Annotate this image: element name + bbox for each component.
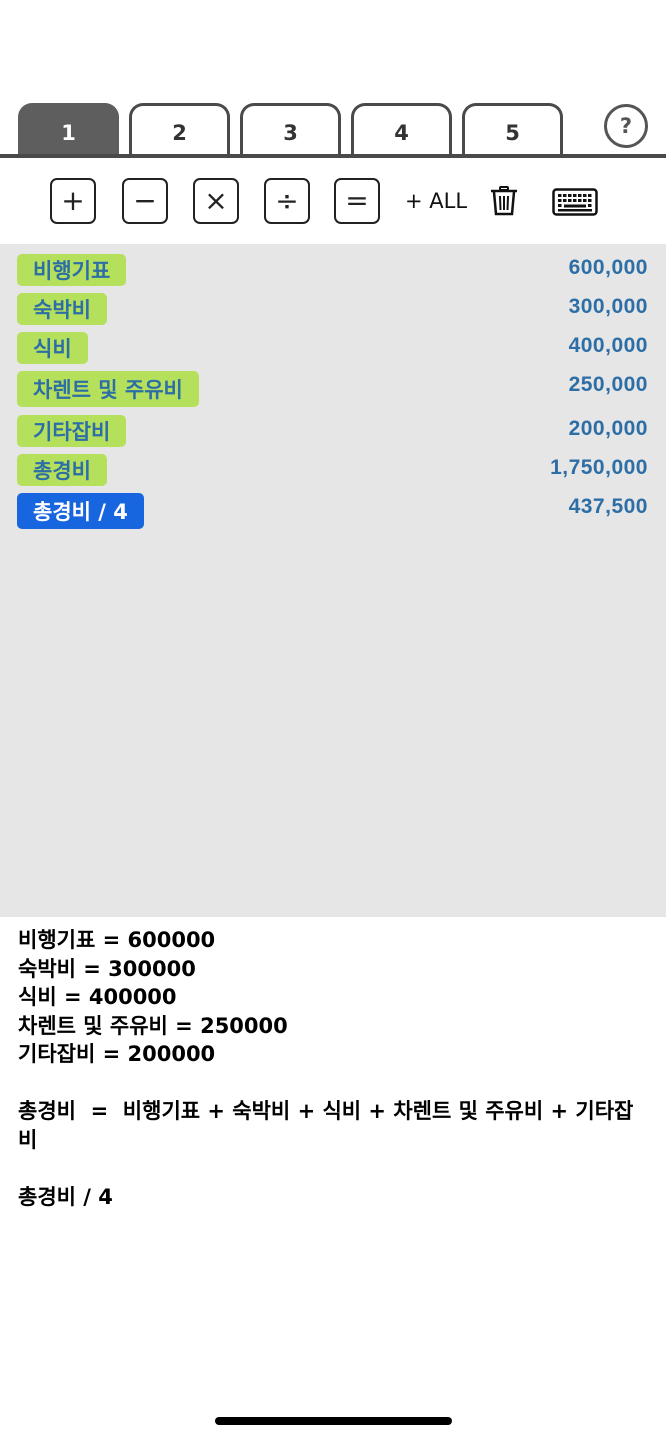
variable-list: 비행기표 600,000 숙박비 300,000 식비 400,000 차렌트 …: [0, 244, 666, 917]
variable-value: 437,500: [568, 495, 648, 518]
variable-tag[interactable]: 기타잡비: [17, 415, 127, 447]
formula-line: 총경비 / 4: [18, 1184, 113, 1209]
divide-button[interactable]: ÷: [264, 178, 310, 224]
tab-2[interactable]: 2: [129, 103, 230, 157]
equals-button[interactable]: =: [334, 178, 380, 224]
add-all-button[interactable]: + ALL: [405, 189, 468, 213]
list-item[interactable]: 차렌트 및 주유비 250,000: [0, 371, 666, 407]
variable-tag[interactable]: 차렌트 및 주유비: [17, 371, 199, 407]
minus-button[interactable]: −: [122, 178, 168, 224]
variable-value: 400,000: [568, 334, 648, 357]
variable-tag[interactable]: 식비: [17, 332, 88, 364]
formula-line: ​: [18, 1154, 638, 1183]
list-item[interactable]: 식비 400,000: [0, 332, 666, 368]
list-item-selected[interactable]: 총경비 / 4 437,500: [0, 493, 666, 529]
plus-button[interactable]: +: [50, 178, 96, 224]
variable-tag-selected[interactable]: 총경비 / 4: [17, 493, 144, 529]
list-item[interactable]: 숙박비 300,000: [0, 293, 666, 329]
formula-line: 총경비 = 비행기표 + 숙박비 + 식비 + 차렌트 및 주유비 + 기타잡비: [18, 1099, 634, 1152]
formula-line: 식비 = 400000: [18, 985, 177, 1009]
formula-line: 비행기표 = 600000: [18, 928, 216, 952]
variable-tag[interactable]: 비행기표: [17, 254, 127, 286]
multiply-button[interactable]: ×: [193, 178, 239, 224]
variable-value: 600,000: [568, 256, 648, 279]
variable-value: 250,000: [568, 373, 648, 396]
tab-3[interactable]: 3: [240, 103, 341, 157]
trash-icon[interactable]: [490, 186, 518, 216]
tab-4[interactable]: 4: [351, 103, 452, 157]
variable-value: 1,750,000: [550, 456, 648, 479]
tab-bar: 1 2 3 4 5 ?: [0, 0, 666, 160]
formula-line: 숙박비 = 300000: [18, 956, 196, 981]
formula-line: 기타잡비 = 200000: [18, 1042, 216, 1066]
tab-1[interactable]: 1: [18, 103, 119, 157]
variable-value: 200,000: [568, 417, 648, 440]
operator-toolbar: + − × ÷ = + ALL: [0, 158, 666, 244]
variable-tag[interactable]: 숙박비: [17, 293, 107, 325]
list-item[interactable]: 총경비 1,750,000: [0, 454, 666, 490]
help-button[interactable]: ?: [604, 104, 648, 148]
variable-tag[interactable]: 총경비: [17, 454, 107, 486]
tab-5[interactable]: 5: [462, 103, 563, 157]
tab-divider: [0, 154, 666, 158]
list-item[interactable]: 기타잡비 200,000: [0, 415, 666, 451]
variable-value: 300,000: [568, 295, 648, 318]
home-indicator[interactable]: [215, 1417, 452, 1425]
list-item[interactable]: 비행기표 600,000: [0, 254, 666, 290]
keyboard-icon[interactable]: [552, 188, 598, 216]
formula-line: 차렌트 및 주유비 = 250000: [18, 1013, 288, 1038]
formula-editor[interactable]: 비행기표 = 600000 숙박비 = 300000 식비 = 400000 차…: [18, 926, 638, 1211]
formula-line: ​: [18, 1069, 638, 1098]
